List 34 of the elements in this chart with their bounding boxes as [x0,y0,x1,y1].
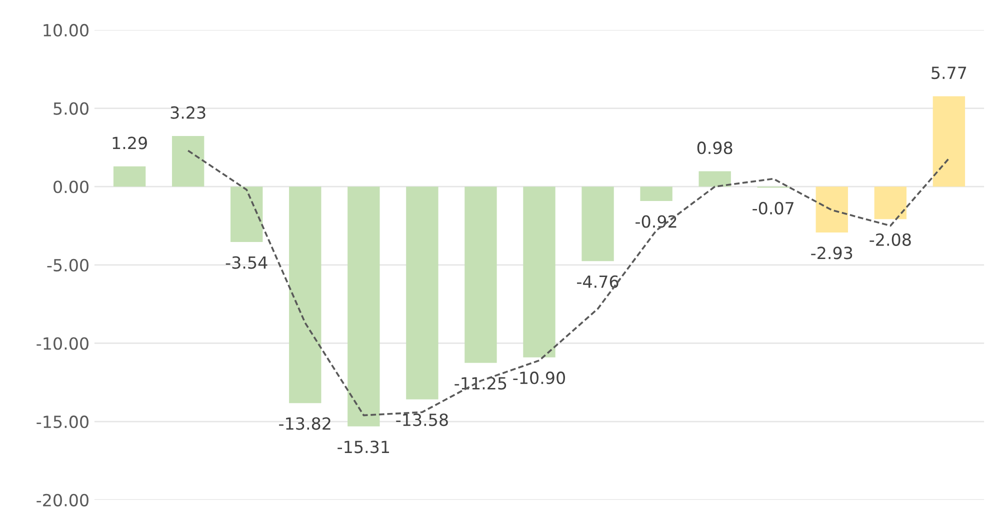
data-label: 1.29 [112,136,147,150]
data-label: -15.31 [338,440,389,454]
bar [932,96,966,187]
y-tick-label: 5.00 [54,102,88,115]
data-label: -10.90 [513,372,566,384]
bar [348,186,380,426]
bar [464,186,497,363]
bar [523,186,556,358]
data-label: -0.07 [752,202,794,214]
y-tick-label: -15.00 [36,416,88,428]
bar [874,186,907,220]
data-label: 3.23 [170,106,206,119]
bar [640,186,672,202]
data-label: 0.98 [697,142,732,154]
data-label: -2.93 [811,246,852,260]
data-label: -2.08 [870,233,911,246]
y-tick-label: 0.00 [54,180,88,194]
data-label: -13.58 [396,413,448,426]
y-tick-label: -10.00 [36,337,88,350]
data-label: -3.54 [226,256,268,269]
bar [406,186,438,400]
y-tick-label: -20.00 [36,494,88,506]
bar [816,186,848,232]
data-label: -13.82 [279,417,330,430]
bar [698,171,731,187]
bar [172,136,204,187]
data-label: -4.76 [577,275,618,288]
bar [230,186,263,242]
bar [113,166,146,187]
bar [582,186,614,262]
y-tick-label: 10.00 [44,24,88,37]
y-tick-label: -5.00 [47,258,88,272]
bar [289,186,322,404]
data-label: 5.77 [932,66,966,80]
